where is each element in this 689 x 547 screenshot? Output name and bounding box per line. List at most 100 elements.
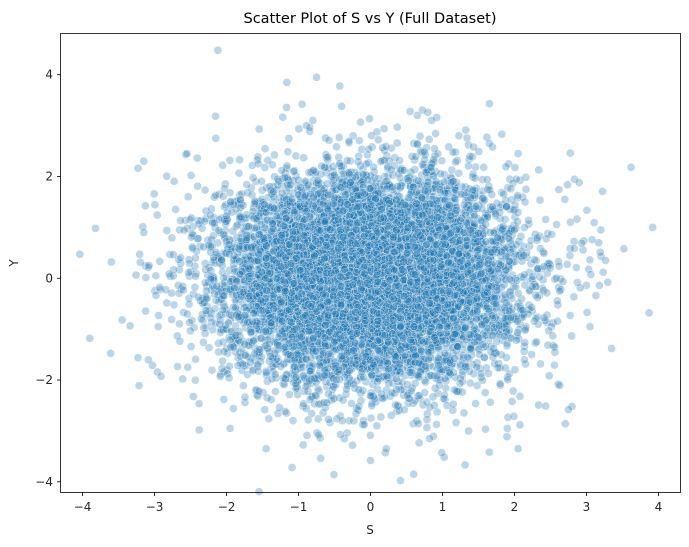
data-point <box>167 315 176 324</box>
data-point <box>520 197 530 207</box>
data-point <box>125 321 135 331</box>
data-point <box>485 99 494 108</box>
data-point <box>534 400 543 410</box>
data-point <box>135 250 144 259</box>
data-point <box>264 414 273 424</box>
data-point <box>464 155 474 164</box>
data-point <box>153 210 162 220</box>
data-point <box>275 403 284 412</box>
data-point <box>189 392 198 401</box>
data-point <box>186 171 196 180</box>
data-point <box>422 415 432 424</box>
data-point <box>242 180 251 189</box>
data-point <box>329 470 339 479</box>
data-point <box>459 408 469 418</box>
data-point <box>149 189 159 199</box>
data-point <box>154 311 163 320</box>
data-point <box>191 355 200 364</box>
data-point <box>601 256 610 265</box>
data-point <box>510 163 520 172</box>
data-point <box>136 258 145 267</box>
data-point <box>225 156 235 165</box>
data-point <box>513 191 522 200</box>
data-point <box>461 125 471 135</box>
data-point <box>218 356 227 366</box>
data-point <box>257 185 267 195</box>
data-point <box>462 133 472 143</box>
data-point <box>539 249 549 258</box>
data-point <box>235 155 244 165</box>
data-point <box>169 300 179 310</box>
data-point <box>366 413 376 423</box>
data-point <box>106 349 115 358</box>
data-point <box>626 163 636 172</box>
data-point <box>239 381 248 390</box>
data-point <box>155 257 164 266</box>
data-point <box>183 192 193 202</box>
data-point <box>240 392 250 402</box>
data-point <box>520 223 529 232</box>
data-point <box>567 331 576 341</box>
data-point <box>430 144 439 153</box>
data-point <box>481 424 490 434</box>
data-point <box>191 375 200 385</box>
data-point <box>530 255 539 264</box>
chart-title: Scatter Plot of S vs Y (Full Dataset) <box>244 11 497 27</box>
data-point <box>573 278 582 287</box>
data-point <box>392 138 402 148</box>
data-point <box>199 338 208 347</box>
data-point <box>134 381 144 390</box>
data-point <box>432 420 441 429</box>
data-point <box>582 206 592 215</box>
data-point <box>495 379 505 388</box>
data-point <box>524 216 533 225</box>
data-point <box>437 156 447 165</box>
data-point <box>299 153 308 162</box>
data-point <box>284 134 294 143</box>
data-point <box>210 304 220 314</box>
data-point <box>285 390 294 399</box>
data-point <box>393 122 402 132</box>
data-point <box>271 387 280 396</box>
data-point <box>414 438 424 448</box>
data-point <box>141 273 151 282</box>
data-point <box>291 151 301 161</box>
data-point <box>464 426 473 436</box>
data-point <box>144 261 154 270</box>
data-point <box>471 399 480 408</box>
data-point <box>175 336 185 346</box>
data-point <box>283 147 293 157</box>
data-point <box>541 215 550 224</box>
data-point <box>381 142 391 151</box>
data-point <box>303 415 313 425</box>
data-point <box>497 129 507 139</box>
data-point <box>324 136 334 145</box>
data-point <box>167 233 177 243</box>
data-point <box>133 163 143 173</box>
data-point <box>585 255 595 265</box>
data-point <box>509 412 519 421</box>
data-point <box>485 447 494 457</box>
data-point <box>254 487 264 496</box>
data-point <box>554 261 564 271</box>
data-point <box>376 412 386 422</box>
data-point <box>415 131 425 141</box>
data-point <box>173 362 182 371</box>
data-point <box>75 250 85 259</box>
data-point <box>565 311 575 320</box>
data-point <box>178 374 187 384</box>
data-point <box>186 326 195 336</box>
data-point <box>185 271 194 281</box>
data-point <box>372 421 382 431</box>
data-point <box>184 299 194 309</box>
data-point <box>356 117 365 127</box>
data-point <box>527 303 536 312</box>
data-point <box>234 168 244 178</box>
data-point <box>194 399 204 408</box>
points-layer <box>75 46 657 496</box>
data-point <box>515 420 525 430</box>
data-point <box>464 161 473 171</box>
data-point <box>219 395 229 404</box>
data-point <box>355 136 364 145</box>
